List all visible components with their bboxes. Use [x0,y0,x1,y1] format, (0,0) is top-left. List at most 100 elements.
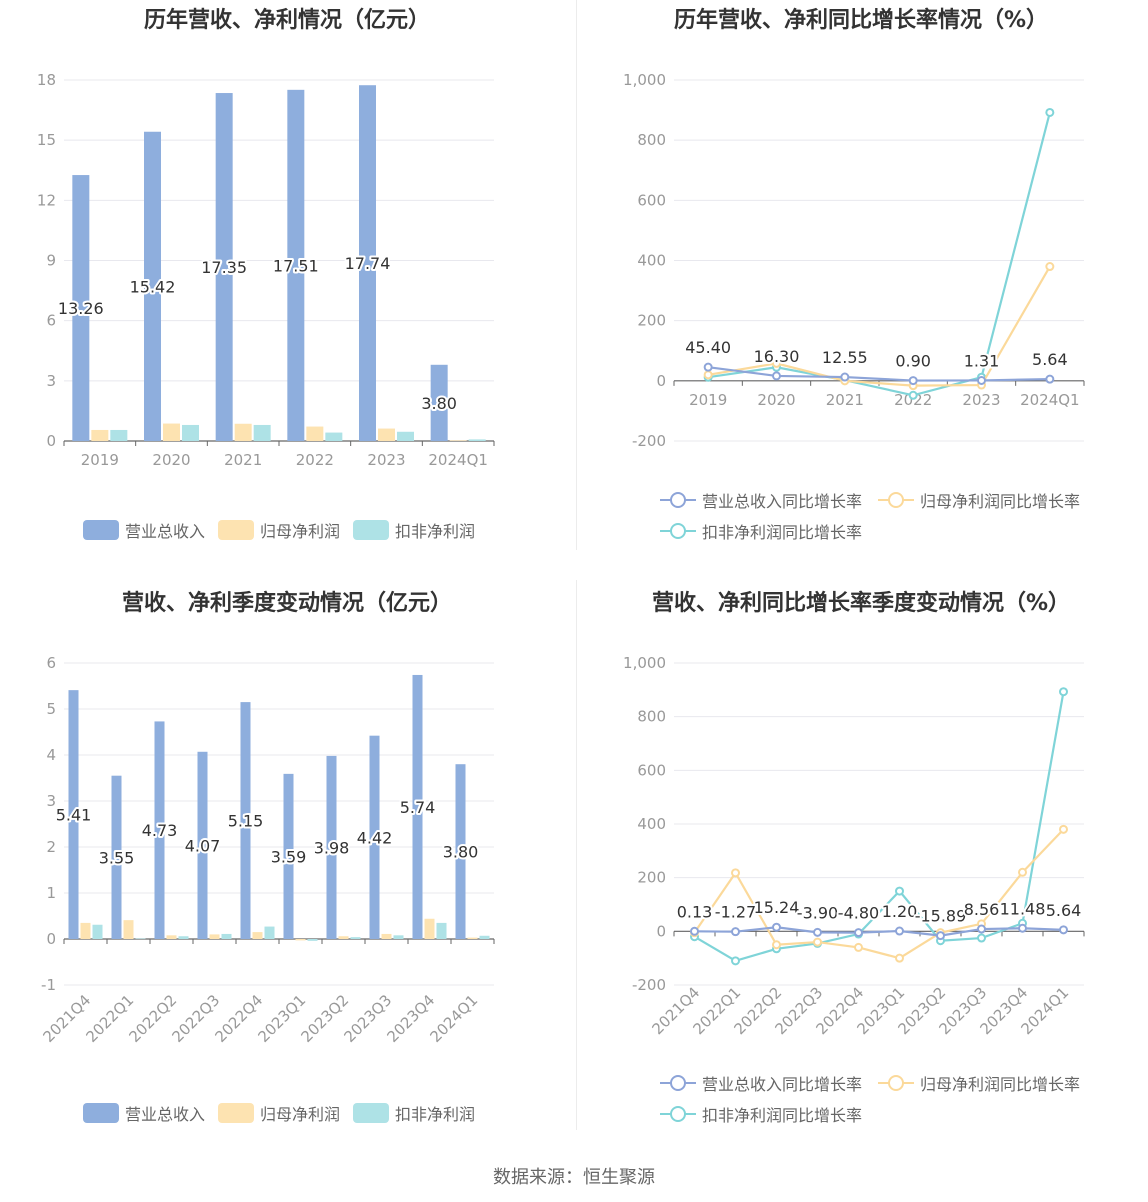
data-label-halo: 3.98 [314,838,350,857]
x-tick-label: 2021 [224,451,262,469]
legend-label: 扣非净利润同比增长率 [702,523,863,542]
bar-revenue [326,755,337,939]
bar-revenue [240,702,251,939]
data-label-halo: 17.51 [273,256,319,275]
data-label: 15.42 [130,277,176,296]
data-label: 1.20 [882,902,918,921]
y-tick-label: 4 [46,746,56,764]
legend-swatch [218,1103,254,1123]
data-label: -1.27 [715,903,756,922]
data-label-halo: 0.13 [677,902,713,921]
data-label-halo: 8.56 [964,900,1000,919]
bar-revenue [359,85,376,441]
data-label: 5.64 [1032,350,1068,369]
data-label-halo: 13.26 [58,299,104,318]
legend-swatch [83,1103,119,1123]
y-tick-label: 0 [46,432,56,450]
y-tick-label: 6 [46,312,56,330]
y-tick-label: 400 [637,815,666,833]
data-label: 5.41 [56,806,92,825]
series-line-revenue-growth [708,366,1050,382]
legend-swatch [878,490,914,510]
bar-deducted-net [110,429,128,441]
legend-item-parent-net[interactable]: 归母净利润 [218,518,340,542]
annual-growth-panel: 历年营收、净利同比增长率情况（%） -200 0 200 400 600 800 1,000… [574,0,1148,580]
legend-item-parent-growth[interactable]: 归母净利润同比增长率 [878,1071,1080,1095]
point-revenue-growth [908,376,918,386]
annual-bar-chart: 0 3 6 9 12 15 18 2019 2020 2021 2022 2023 2024Q1 13.2… [37,71,495,469]
bar-parent-net [234,423,252,441]
bar-parent-net [378,428,395,441]
chart-title: 营收、净利季度变动情况（亿元） [121,591,452,616]
data-label: 4.07 [185,836,221,855]
data-label: 0.90 [895,352,931,371]
legend-item-parent-growth[interactable]: 归母净利润同比增长率 [878,488,1080,512]
data-label-halo: 45.40 [685,338,731,357]
data-label: -15.89 [915,907,967,926]
y-tick-label: 0 [46,930,56,948]
legend-label: 归母净利润 [260,522,341,541]
data-label-halo: -1.27 [715,903,756,922]
y-tick-label: 15 [37,131,56,149]
data-label-halo: 4.07 [185,836,221,855]
bar-deducted-net [178,936,189,939]
point-parent-growth [1059,824,1068,834]
y-tick-label: 6 [46,654,56,672]
point-revenue-growth [977,375,986,385]
legend-item-deducted-net[interactable]: 扣非净利润 [353,1101,475,1125]
data-label-halo: 15.24 [754,898,800,917]
legend-label: 归母净利润同比增长率 [920,1075,1081,1094]
point-revenue-growth [690,926,699,936]
bar-revenue [111,775,122,939]
quarterly-growth-line-chart: -20002004006008001,0002021Q42022Q12022Q2… [623,654,1085,1038]
point-parent-growth [703,370,713,380]
bar-parent-net [91,429,109,441]
x-tick-label: 2020 [152,451,190,469]
data-label-halo: 5.15 [228,812,264,831]
x-tick-label: 2022 [296,451,334,469]
bar-deducted-net [350,937,361,939]
chart-title: 营收、净利同比增长率季度变动情况（%） [651,591,1071,616]
series-line-deducted-growth [708,112,1051,397]
bar-parent-net [295,939,306,941]
point-parent-growth [731,868,740,878]
legend-item-revenue-growth[interactable]: 营业总收入同比增长率 [660,488,862,512]
x-tick-label: 2022 [894,391,932,409]
legend-item-deducted-net[interactable]: 扣非净利润 [353,518,475,542]
y-tick-label: 0 [656,372,666,390]
y-tick-label: 18 [37,71,56,89]
bar-deducted-net [479,935,490,939]
bar-parent-net [306,426,324,441]
y-tick-label: 400 [637,252,666,270]
legend-item-deducted-growth[interactable]: 扣非净利润同比增长率 [660,1102,862,1126]
legend-item-revenue[interactable]: 营业总收入 [83,518,205,542]
data-label: 4.42 [357,828,393,847]
data-label: 0.13 [677,902,713,921]
bar-deducted-net [182,424,199,441]
bar-revenue [144,131,161,441]
bar-revenue [369,735,380,939]
data-label: 5.64 [1046,901,1082,920]
bar-revenue [72,175,90,441]
data-label-halo: 16.30 [754,347,800,366]
x-tick-label: 2019 [81,451,119,469]
data-label-halo: 15.42 [130,277,176,296]
legend-item-revenue-growth[interactable]: 营业总收入同比增长率 [660,1071,862,1095]
y-tick-label: 1 [46,884,56,902]
bar-parent-net [449,440,467,441]
data-label: 3.98 [314,838,350,857]
point-deducted-growth [1045,107,1055,117]
bar-deducted-net [221,933,232,939]
y-tick-label: 800 [637,131,666,149]
bar-parent-net [252,932,263,939]
legend-item-parent-net[interactable]: 归母净利润 [218,1101,340,1125]
bar-deducted-net [92,924,103,939]
data-label: 5.15 [228,812,264,831]
x-tick-label: 2024Q1 [427,991,482,1046]
data-label-halo: 0.90 [895,352,931,371]
point-revenue-growth [731,927,740,937]
legend-item-revenue[interactable]: 营业总收入 [83,1101,205,1125]
data-label-halo: 5.74 [400,798,436,817]
y-tick-label: 3 [46,792,56,810]
legend-item-deducted-growth[interactable]: 扣非净利润同比增长率 [660,519,862,543]
